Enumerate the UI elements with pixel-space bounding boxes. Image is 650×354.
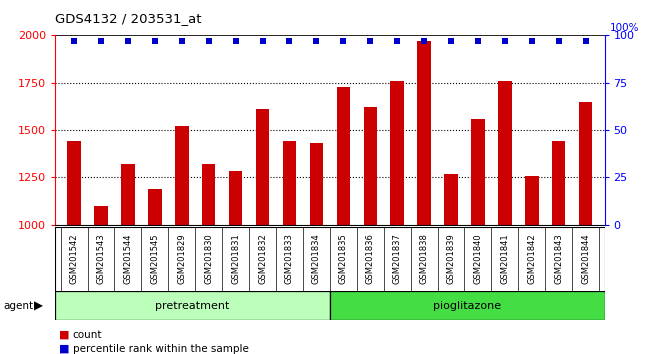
Text: GSM201835: GSM201835 xyxy=(339,233,348,284)
Text: GSM201844: GSM201844 xyxy=(581,233,590,284)
Bar xyxy=(471,119,485,225)
Bar xyxy=(337,86,350,225)
Text: ▶: ▶ xyxy=(34,299,44,312)
Text: percentile rank within the sample: percentile rank within the sample xyxy=(73,344,249,354)
Bar xyxy=(391,81,404,225)
Bar xyxy=(229,171,242,225)
Text: count: count xyxy=(73,330,102,339)
Bar xyxy=(283,141,296,225)
Bar xyxy=(330,291,604,320)
Text: GSM201833: GSM201833 xyxy=(285,233,294,284)
Bar xyxy=(417,41,431,225)
Text: pretreatment: pretreatment xyxy=(155,301,229,311)
Bar xyxy=(68,142,81,225)
Text: GSM201829: GSM201829 xyxy=(177,233,187,284)
Bar xyxy=(579,102,592,225)
Text: pioglitazone: pioglitazone xyxy=(433,301,501,311)
Text: GSM201836: GSM201836 xyxy=(366,233,375,284)
Bar xyxy=(175,126,188,225)
Bar xyxy=(121,164,135,225)
Text: GSM201838: GSM201838 xyxy=(420,233,428,284)
Text: GSM201842: GSM201842 xyxy=(527,233,536,284)
Text: ■: ■ xyxy=(58,344,69,354)
Bar xyxy=(525,177,539,225)
Bar xyxy=(552,142,566,225)
Text: GSM201841: GSM201841 xyxy=(500,233,510,284)
Bar xyxy=(148,189,162,225)
Bar xyxy=(55,291,330,320)
Bar xyxy=(498,81,512,225)
Text: GSM201543: GSM201543 xyxy=(96,233,105,284)
Text: ■: ■ xyxy=(58,330,69,339)
Bar xyxy=(445,174,458,225)
Bar xyxy=(256,109,269,225)
Text: agent: agent xyxy=(3,301,33,311)
Text: GSM201545: GSM201545 xyxy=(150,233,159,284)
Text: GSM201542: GSM201542 xyxy=(70,233,79,284)
Bar xyxy=(309,143,323,225)
Text: GDS4132 / 203531_at: GDS4132 / 203531_at xyxy=(55,12,201,25)
Bar xyxy=(202,164,215,225)
Text: 100%: 100% xyxy=(610,23,640,33)
Bar xyxy=(363,107,377,225)
Text: GSM201834: GSM201834 xyxy=(312,233,321,284)
Text: GSM201830: GSM201830 xyxy=(204,233,213,284)
Text: GSM201840: GSM201840 xyxy=(473,233,482,284)
Text: GSM201831: GSM201831 xyxy=(231,233,240,284)
Text: GSM201837: GSM201837 xyxy=(393,233,402,284)
Text: GSM201832: GSM201832 xyxy=(258,233,267,284)
Text: GSM201544: GSM201544 xyxy=(124,233,133,284)
Text: GSM201843: GSM201843 xyxy=(554,233,564,284)
Bar xyxy=(94,206,108,225)
Text: GSM201839: GSM201839 xyxy=(447,233,456,284)
